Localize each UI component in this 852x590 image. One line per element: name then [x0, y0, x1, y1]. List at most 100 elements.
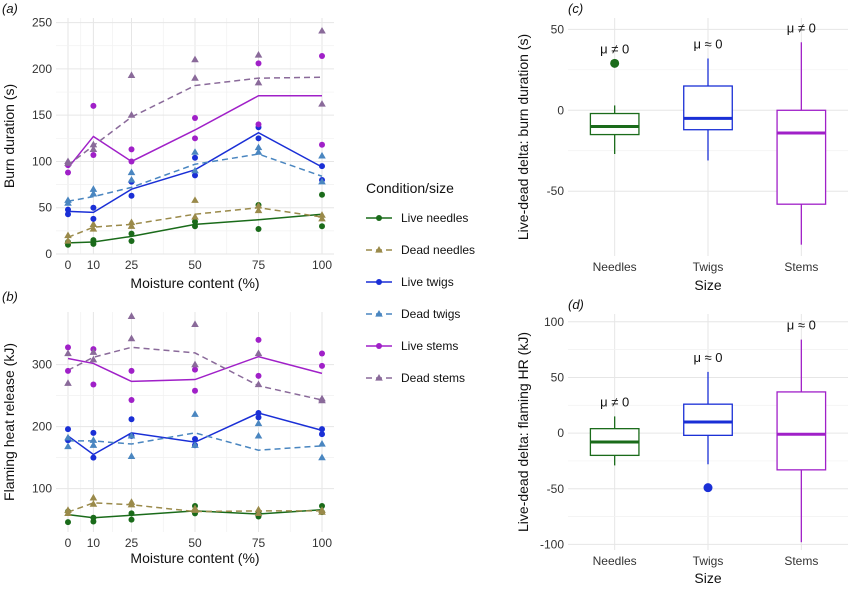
data-point-live-twigs: [128, 192, 135, 199]
series-line-dead-needles: [67, 502, 322, 513]
y-tick-label: 50: [39, 201, 53, 215]
data-point-dead-needles: [318, 214, 326, 222]
data-point-live-stems: [128, 146, 135, 153]
data-point-dead-needles: [89, 493, 98, 501]
series-line-live-needles: [67, 508, 323, 519]
annotation-needles: μ ≠ 0: [600, 41, 629, 56]
x-tick-label: Twigs: [693, 260, 724, 274]
data-point-live-stems: [65, 344, 71, 351]
x-tick-label: 0: [65, 536, 72, 550]
legend-entries: Live needles Dead needles Live twigs Dead t…: [366, 211, 475, 385]
series-line-dead-stems: [67, 76, 323, 166]
panel-a-burn-duration: (a) 0 10 25 50 75 100 0 50 100 150 200 250 Moisture…: [1, 1, 334, 291]
data-point-dead-needles: [191, 196, 199, 203]
data-point-dead-stems: [318, 100, 326, 107]
legend-marker-live-twigs: [376, 279, 382, 285]
data-point-dead-stems: [89, 348, 98, 355]
x-tick-label: Needles: [593, 554, 637, 568]
data-point-live-stems: [319, 350, 325, 357]
data-point-dead-needles: [254, 505, 263, 513]
data-point-dead-twigs: [127, 175, 136, 183]
data-point-dead-stems: [191, 74, 199, 81]
x-tick-label: Stems: [784, 260, 818, 274]
y-tick-label: 200: [32, 62, 52, 76]
data-point-dead-twigs: [254, 431, 263, 439]
panel-d-label: (d): [568, 297, 584, 312]
panel-a-label: (a): [2, 1, 18, 16]
x-tick-label: Stems: [784, 554, 818, 568]
data-point-dead-twigs: [64, 442, 72, 450]
data-point-dead-needles: [318, 211, 326, 218]
panel-a-x-axis-label: Moisture content (%): [130, 275, 259, 291]
data-point-live-twigs: [319, 431, 325, 438]
x-tick-label: 75: [252, 258, 266, 272]
panel-c-boxes: μ ≠ 0 μ ≈ 0 μ ≠ 0: [589, 20, 827, 245]
x-tick-label: 50: [188, 258, 202, 272]
legend-label-dead-twigs: Dead twigs: [401, 307, 460, 321]
x-tick-label: Needles: [593, 260, 637, 274]
x-tick-label: 0: [65, 258, 72, 272]
panel-c-burn-delta: (c) μ ≠ 0 μ ≈ 0 μ ≠ 0 Needles Twigs Stems -50…: [515, 1, 848, 293]
x-tick-label: 25: [125, 258, 139, 272]
data-point-dead-twigs: [318, 151, 326, 159]
data-point-live-needles: [192, 218, 198, 225]
panel-d-ticks: Needles Twigs Stems -100 -50 0 50 100: [540, 315, 818, 568]
box-twigs: [683, 403, 733, 436]
data-point-dead-stems: [191, 320, 199, 327]
data-point-live-stems: [90, 151, 97, 158]
data-point-live-stems: [192, 135, 198, 142]
data-point-live-twigs: [90, 204, 97, 211]
data-point-live-twigs: [128, 416, 135, 423]
panel-c-ticks: Needles Twigs Stems -50 0 50: [547, 22, 819, 274]
panel-a-y-axis-label: Burn duration (s): [1, 84, 17, 188]
data-point-live-needles: [65, 519, 71, 526]
y-tick-label: 100: [32, 154, 52, 168]
data-point-live-stems: [255, 372, 262, 379]
data-point-dead-needles: [89, 225, 98, 232]
data-point-dead-twigs: [191, 410, 199, 417]
data-point-dead-stems: [64, 349, 72, 357]
data-point-dead-needles: [64, 237, 72, 244]
data-point-dead-twigs: [318, 453, 326, 461]
data-point-dead-stems: [89, 355, 98, 363]
data-point-dead-stems: [254, 78, 263, 86]
data-point-live-stems: [192, 114, 198, 121]
x-tick-label: Twigs: [693, 554, 724, 568]
y-tick-label: 300: [32, 358, 52, 372]
box-twigs: [683, 85, 733, 131]
data-point-dead-stems: [64, 379, 72, 386]
data-point-dead-twigs: [89, 436, 98, 443]
data-point-live-needles: [128, 516, 135, 523]
legend-label-dead-needles: Dead needles: [401, 243, 475, 257]
x-tick-label: 100: [312, 536, 332, 550]
panel-c-label: (c): [568, 1, 583, 16]
data-point-live-twigs: [319, 426, 325, 433]
data-point-dead-stems: [127, 71, 136, 78]
x-tick-label: 25: [125, 536, 139, 550]
data-point-dead-stems: [254, 51, 263, 58]
data-point-live-twigs: [192, 154, 198, 161]
y-tick-label: 100: [544, 315, 564, 329]
panel-a-lines: [67, 76, 323, 244]
data-point-dead-twigs: [127, 431, 136, 439]
panel-b-ticks: 0 10 25 50 75 100 100 200 300: [32, 358, 332, 550]
outlier-needles: [610, 58, 620, 68]
series-line-dead-needles: [67, 206, 323, 239]
data-point-dead-needles: [318, 506, 326, 513]
annotation-stems: μ ≈ 0: [787, 318, 816, 333]
legend-marker-live-stems: [376, 343, 382, 349]
panel-c-x-axis-label: Size: [694, 277, 721, 293]
data-point-live-stems: [319, 52, 325, 59]
data-point-dead-twigs: [127, 168, 136, 176]
data-point-live-needles: [319, 191, 325, 198]
data-point-dead-twigs: [191, 166, 199, 174]
panel-d-hr-delta: (d) μ ≠ 0 μ ≈ 0 μ ≈ 0 Needles Twigs Stems -10…: [515, 297, 848, 586]
x-tick-label: 75: [252, 536, 266, 550]
data-point-dead-stems: [89, 145, 98, 153]
y-tick-label: 0: [557, 426, 564, 440]
data-point-live-needles: [90, 237, 97, 244]
data-point-live-stems: [192, 366, 198, 373]
legend-label-live-stems: Live stems: [401, 339, 458, 353]
